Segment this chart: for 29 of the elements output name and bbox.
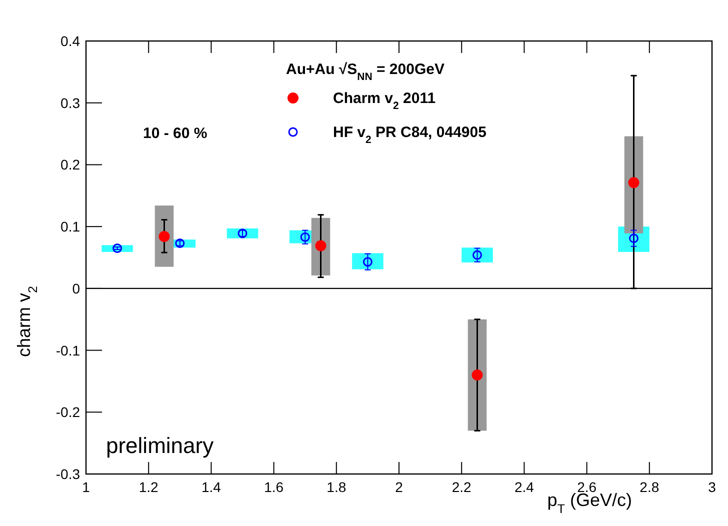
x-tick-label: 1.2 [138,479,159,495]
y-tick-label: -0.2 [56,404,80,420]
point [112,243,122,253]
annotation: Au+Au √S$_{NN}$ = 200GeV [286,61,444,83]
legend-label: HF v$_{2}$ PR C84, 044905 [333,124,486,146]
x-tick-label: 1.8 [326,479,346,495]
annotation: 10 - 60 % [143,125,208,142]
x-tick-label: 1.4 [201,479,222,495]
y-tick-label: 0.1 [60,218,80,235]
y-tick-label: 0.3 [60,94,80,111]
point [315,240,326,252]
x-tick-label: 1.6 [264,479,284,495]
x-tick-label: 2.2 [452,479,472,495]
y-tick-label: -0.1 [56,342,80,358]
point [158,230,170,242]
x-tick-label: 2.4 [514,479,534,495]
annotation: preliminary [106,433,214,458]
x-tick-label: 2 [395,479,404,495]
x-tick-label: 2.8 [640,479,660,495]
legend-label: Charm v$_{2}$ 2011 [333,90,436,112]
x-tick-label: 1 [82,479,90,495]
y-tick-label: 0.2 [60,156,80,173]
point [628,177,640,188]
y-tick-label: 0.4 [60,33,80,49]
y-tick-label: 0 [72,280,80,296]
x-tick-label: 3 [708,479,716,495]
y-tick-label: -0.3 [56,466,80,482]
point [472,370,483,381]
bar [352,253,384,270]
